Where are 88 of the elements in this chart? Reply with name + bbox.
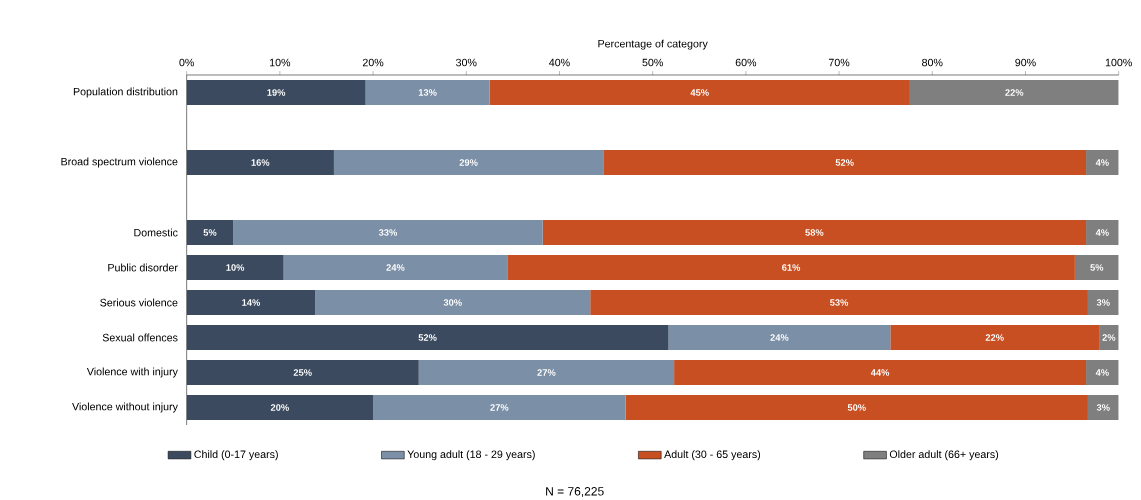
x-axis-title: Percentage of category: [598, 39, 708, 50]
data-label: 4%: [1095, 229, 1109, 236]
bar: [186, 220, 234, 245]
data-label: 50%: [847, 404, 866, 411]
y-tick-label: Broad spectrum violence: [61, 157, 178, 168]
bar: [365, 80, 490, 105]
bar: [603, 150, 1087, 175]
x-tick-label: 80%: [922, 58, 943, 67]
legend-label: Older adult (66+ years): [889, 450, 999, 461]
bar: [418, 360, 675, 385]
bar: [186, 150, 334, 175]
data-label: 13%: [418, 89, 437, 96]
data-label: 45%: [690, 89, 709, 96]
bar: [674, 360, 1087, 385]
data-label: 53%: [830, 299, 849, 306]
y-tick-label: Public disorder: [108, 263, 178, 272]
x-tick-label: 10%: [270, 58, 291, 67]
data-label: 58%: [805, 229, 824, 236]
bar: [1087, 290, 1119, 315]
bar: [1074, 255, 1119, 280]
bar: [373, 395, 626, 420]
bar: [186, 255, 284, 280]
data-label: 16%: [251, 159, 270, 166]
y-tick-label: Serious violence: [100, 298, 178, 307]
bar: [186, 290, 316, 315]
data-label: 14%: [242, 299, 261, 306]
data-label: 3%: [1096, 404, 1110, 411]
legend-label: Adult (30 - 65 years): [664, 450, 761, 461]
data-label: 30%: [443, 299, 462, 306]
bar: [890, 325, 1100, 350]
bar: [489, 80, 910, 105]
data-label: 27%: [537, 369, 556, 376]
y-tick-label: Sexual offences: [102, 333, 178, 342]
x-tick-label: 0%: [179, 58, 194, 67]
data-label: 22%: [985, 334, 1004, 341]
data-label: 24%: [770, 334, 789, 341]
bar: [283, 255, 508, 280]
x-tick-label: 100%: [1105, 58, 1132, 67]
data-label: 25%: [293, 369, 312, 376]
bar: [542, 220, 1087, 245]
bar: [590, 290, 1088, 315]
data-label: 24%: [386, 264, 405, 271]
x-tick-label: 70%: [828, 58, 850, 67]
x-tick-label: 50%: [642, 58, 663, 67]
x-tick-label: 30%: [456, 58, 477, 67]
data-label: 29%: [459, 159, 478, 166]
bar: [315, 290, 591, 315]
x-tick-label: 60%: [735, 58, 757, 67]
data-label: 4%: [1095, 159, 1109, 166]
data-label: 61%: [782, 264, 801, 271]
data-label: 5%: [203, 229, 217, 236]
data-label: 52%: [835, 159, 854, 166]
bar: [186, 360, 419, 385]
data-label: 52%: [418, 334, 437, 341]
bar: [186, 80, 366, 105]
data-label: 20%: [270, 404, 289, 411]
data-label: 33%: [378, 229, 398, 236]
y-tick-label: Violence without injury: [72, 402, 178, 413]
bar: [909, 80, 1119, 105]
data-label: 4%: [1095, 369, 1109, 376]
data-label: 27%: [490, 404, 509, 411]
x-tick-label: 40%: [549, 58, 570, 67]
y-tick-label: Violence with injury: [86, 367, 178, 378]
bar: [233, 220, 543, 245]
y-tick-label: Domestic: [134, 228, 178, 237]
bar: [186, 325, 669, 350]
legend-label: Child (0-17 years): [194, 450, 278, 461]
data-label: 19%: [267, 89, 286, 96]
bar: [1086, 150, 1119, 175]
bar: [186, 395, 374, 420]
data-label: 22%: [1005, 89, 1024, 96]
data-label: 3%: [1096, 299, 1110, 306]
data-label: 10%: [226, 264, 245, 271]
x-tick-label: 20%: [362, 58, 384, 67]
data-label: 2%: [1102, 334, 1116, 341]
bar: [1086, 360, 1119, 385]
legend-label: Young adult (18 - 29 years): [407, 450, 535, 461]
bar: [333, 150, 604, 175]
text: N = 76,225: [546, 487, 604, 497]
data-label: 44%: [870, 369, 890, 376]
y-tick-label: Population distribution: [73, 87, 178, 98]
bar: [507, 255, 1075, 280]
bar: [1087, 395, 1119, 420]
data-label: 5%: [1090, 264, 1104, 271]
bar: [625, 395, 1088, 420]
x-tick-label: 90%: [1015, 58, 1036, 67]
bar: [668, 325, 891, 350]
bar: [1086, 220, 1119, 245]
